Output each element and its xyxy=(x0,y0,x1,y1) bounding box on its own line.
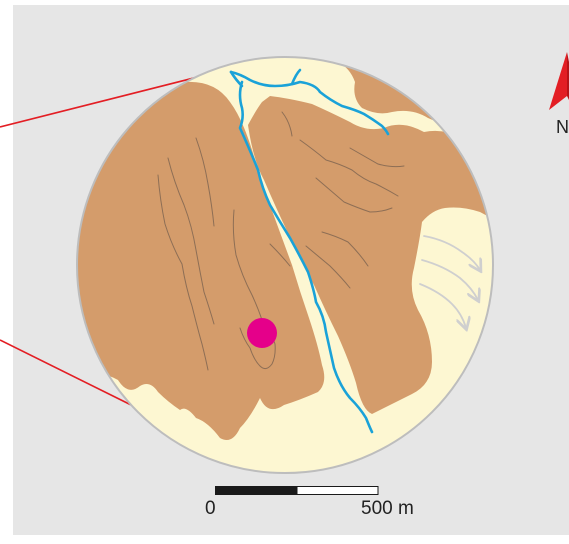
scale-bar-empty-segment xyxy=(296,486,379,495)
north-arrow-icon xyxy=(549,52,569,110)
terrain-east xyxy=(248,96,493,414)
flow-arrow-3 xyxy=(419,283,466,328)
scale-start-label: 0 xyxy=(205,498,216,519)
flow-arrows xyxy=(419,235,480,328)
north-label: N xyxy=(556,117,569,137)
river xyxy=(229,68,390,434)
scale-bar-filled-segment xyxy=(215,486,297,495)
contour-lines xyxy=(157,111,405,371)
magnified-area xyxy=(77,57,493,473)
scale-end-label: 500 m xyxy=(361,498,414,519)
magnifier-outline xyxy=(76,56,494,474)
scale-bar xyxy=(215,486,379,495)
flow-arrow-1 xyxy=(423,235,480,270)
flow-arrow-2 xyxy=(421,259,478,300)
terrain-west xyxy=(77,81,325,440)
location-marker-icon xyxy=(247,318,277,348)
